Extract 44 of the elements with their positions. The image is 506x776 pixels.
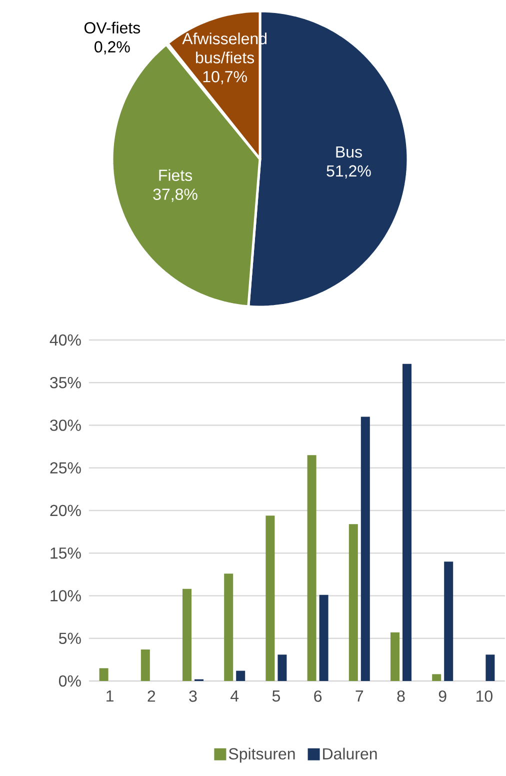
y-tick-label: 0% xyxy=(58,675,81,687)
legend-label: Daluren xyxy=(323,748,377,760)
y-tick-label: 15% xyxy=(50,547,81,559)
y-tick-label: 25% xyxy=(50,462,81,474)
bar xyxy=(140,649,150,681)
x-tick-label: 8 xyxy=(397,690,405,702)
x-tick-label: 3 xyxy=(189,690,197,702)
bar xyxy=(307,455,316,681)
bar xyxy=(348,524,358,681)
x-tick-label: 5 xyxy=(272,690,280,702)
bar xyxy=(182,588,192,681)
bar xyxy=(224,574,234,681)
y-tick-label: 40% xyxy=(50,334,81,346)
bar xyxy=(360,416,370,681)
data-label: 37,8% xyxy=(153,188,198,202)
y-tick-label: 5% xyxy=(58,632,81,644)
slice-label: OV-fiets xyxy=(84,22,140,34)
x-tick-label: 1 xyxy=(106,690,114,702)
data-label: 10,7% xyxy=(203,71,247,84)
bar xyxy=(390,632,400,681)
x-tick-label: 10 xyxy=(476,690,492,702)
y-tick-label: 10% xyxy=(50,590,81,602)
bar xyxy=(319,594,328,681)
x-tick-label: 6 xyxy=(314,690,322,702)
x-tick-label: 9 xyxy=(438,690,446,702)
bar xyxy=(278,654,287,681)
bar xyxy=(236,670,246,681)
bar xyxy=(432,674,442,681)
bar xyxy=(402,364,412,681)
data-label: 0,2% xyxy=(94,41,130,54)
x-tick-label: 4 xyxy=(230,690,239,702)
slice-label: Bus xyxy=(336,146,362,158)
x-tick-label: 7 xyxy=(356,690,364,702)
y-tick-label: 30% xyxy=(50,420,81,431)
data-label: 51,2% xyxy=(326,165,371,179)
bar xyxy=(444,562,454,681)
y-tick-label: 20% xyxy=(50,504,81,516)
legend-label: Spitsuren xyxy=(228,748,295,763)
slice-label: Fiets xyxy=(159,169,192,181)
x-tick-label: 2 xyxy=(148,690,156,702)
bar xyxy=(99,668,108,681)
bar xyxy=(266,516,275,681)
bar xyxy=(486,654,495,681)
y-tick-label: 35% xyxy=(50,376,81,388)
